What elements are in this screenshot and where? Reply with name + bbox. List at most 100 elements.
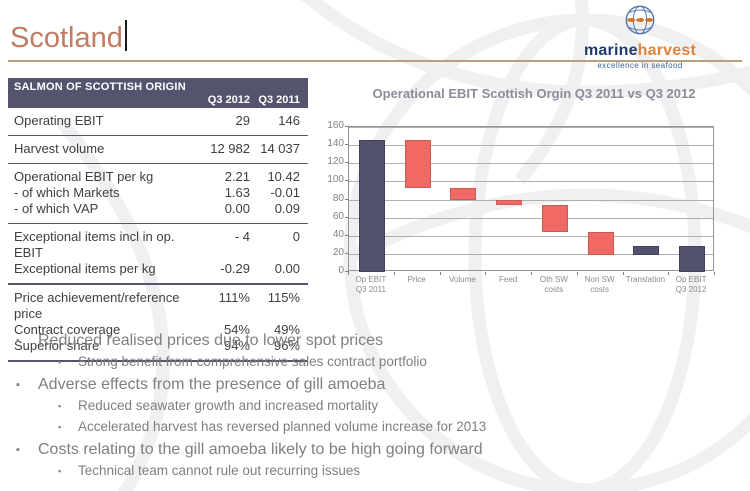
salmon-table: SALMON OF SCOTTISH ORIGIN Q3 2012 Q3 201… — [8, 78, 308, 362]
bullet-square-icon: ▪ — [16, 335, 20, 347]
x-axis-category-label: Op EBIT Q3 2012 — [675, 275, 707, 294]
sub-bullet-item: ▪ Accelerated harvest has reversed plann… — [56, 419, 608, 436]
sub-bullet-item: ▪ Strong benefit from comprehensive sale… — [56, 354, 608, 371]
title-divider — [8, 60, 742, 62]
row-label: Price achievement/reference price — [14, 290, 180, 321]
table-row: Operating EBIT 29 146 — [14, 113, 300, 129]
y-axis-tick-label: 20 — [332, 246, 344, 258]
bullet-square-icon: ▪ — [58, 357, 62, 367]
bullet-text: Reduced realised prices due to lower spo… — [38, 332, 384, 349]
row-value-2011: -0.01 — [270, 185, 300, 200]
x-axis-category-label: Price — [407, 275, 426, 284]
row-label: Operating EBIT — [14, 113, 104, 128]
bullet-text: Adverse effects from the presence of gil… — [38, 376, 386, 393]
x-axis-tick — [393, 272, 395, 275]
x-axis-tick — [668, 272, 670, 275]
sub-bullet-text: Accelerated harvest has reversed planned… — [78, 419, 487, 434]
y-axis-tick — [345, 216, 349, 218]
gridline — [349, 199, 713, 201]
x-axis-category-label: Oth SW costs — [539, 275, 568, 294]
y-axis-tick — [345, 234, 349, 236]
row-value-2011: 14 037 — [260, 141, 300, 156]
bullet-square-icon: ▪ — [16, 379, 20, 391]
bullet-square-icon: ▪ — [16, 444, 20, 456]
text-cursor — [124, 20, 127, 51]
row-value-2012: 0.00 — [224, 201, 250, 216]
table-row: Price achievement/reference price 111% 1… — [14, 290, 300, 322]
y-axis-tick-label: 0 — [338, 265, 344, 276]
row-label: - of which VAP — [14, 201, 99, 216]
gridline — [349, 127, 713, 128]
x-axis-tick — [576, 272, 578, 275]
y-axis-tick — [345, 162, 349, 164]
page-title[interactable]: Scotland — [10, 20, 127, 55]
table-row: Exceptional items incl in op. EBIT - 4 0 — [14, 229, 300, 261]
table-row: - of which Markets 1.63 -0.01 — [14, 185, 300, 201]
waterfall-bar-non-sw-costs — [587, 232, 614, 255]
row-label: Operational EBIT per kg — [14, 169, 154, 184]
gridline — [349, 181, 713, 183]
y-axis-tick-label: 60 — [332, 210, 344, 222]
brand-name: marineharvest — [575, 43, 705, 59]
row-value-2012: 2.21 — [224, 169, 250, 184]
bullet-item: ▪ Adverse effects from the presence of g… — [8, 375, 608, 395]
sub-bullet-text: Strong benefit from comprehensive sales … — [78, 354, 427, 369]
bullet-square-icon: ▪ — [58, 466, 62, 476]
brand-harvest: harvest — [637, 42, 696, 59]
page-title-text: Scotland — [10, 22, 123, 54]
waterfall-chart: Operational EBIT Scottish Orgin Q3 2011 … — [320, 76, 748, 324]
y-axis-tick-label: 80 — [332, 192, 344, 204]
waterfall-bar-translation — [633, 245, 660, 255]
row-label: Exceptional items per kg — [14, 261, 156, 276]
waterfall-bar-price — [404, 139, 431, 188]
x-axis-category-label: Feed — [499, 275, 518, 284]
gridline — [349, 235, 713, 237]
bullet-square-icon: ▪ — [58, 422, 62, 432]
row-value-2011: 115% — [267, 290, 300, 305]
column-header-q3-2012: Q3 2012 — [207, 94, 250, 106]
x-axis-tick — [439, 272, 441, 275]
x-axis-tick — [485, 272, 487, 275]
row-value-2011: 10.42 — [267, 169, 300, 184]
row-value-2012: 111% — [218, 290, 250, 305]
x-axis-tick — [714, 272, 715, 275]
table-row: Operational EBIT per kg 2.21 10.42 — [14, 169, 300, 185]
row-value-2011: 49% — [273, 322, 300, 337]
sub-bullet-item: ▪ Technical team cannot rule out recurri… — [56, 463, 608, 480]
table-group-volume: Harvest volume 12 982 14 037 — [8, 136, 308, 164]
column-header-q3-2011: Q3 2011 — [258, 94, 300, 106]
row-value-2012: 12 982 — [210, 141, 250, 156]
x-axis-category-label: Non SW costs — [584, 275, 615, 294]
sub-bullet-text: Technical team cannot rule out recurring… — [78, 463, 361, 478]
y-axis-tick-label: 100 — [327, 174, 344, 186]
chart-x-labels: Op EBIT Q3 2011 Price Volume Feed Oth SW cos… — [348, 275, 714, 295]
table-row: Exceptional items per kg -0.29 0.00 — [14, 261, 300, 277]
x-axis-tick — [348, 272, 349, 275]
y-axis-tick-label: 140 — [327, 138, 344, 150]
globe-icon — [625, 5, 655, 35]
row-label: - of which Markets — [14, 185, 120, 200]
chart-plot — [348, 126, 714, 272]
waterfall-bar-feed — [496, 199, 523, 205]
y-axis-tick — [345, 252, 349, 254]
table-group-ebit: Operating EBIT 29 146 — [8, 108, 308, 136]
bullet-list: ▪ Reduced realised prices due to lower s… — [8, 331, 608, 484]
bullet-text: Costs relating to the gill amoeba likely… — [38, 441, 483, 458]
row-value-2012: 29 — [235, 113, 250, 128]
waterfall-bar-op-ebit-q3-2011 — [358, 139, 385, 272]
y-axis-tick-label: 120 — [327, 156, 344, 168]
y-axis-tick-label: 160 — [327, 120, 344, 131]
y-axis-tick — [345, 126, 349, 127]
sub-bullet-item: ▪ Reduced seawater growth and increased … — [56, 398, 608, 415]
table-group-per-kg: Operational EBIT per kg 2.21 10.42 - of … — [8, 164, 308, 224]
table-row: - of which VAP 0.00 0.09 — [14, 201, 300, 217]
brand-marine: marine — [584, 42, 638, 59]
waterfall-bar-volume — [450, 187, 477, 200]
gridline — [349, 145, 713, 147]
brand-tagline: excellence in seafood — [597, 61, 683, 70]
table-title: SALMON OF SCOTTISH ORIGIN — [14, 81, 186, 93]
row-label: Exceptional items incl in op. EBIT — [14, 229, 175, 260]
y-axis-tick — [345, 180, 349, 182]
row-value-2012: 54% — [223, 322, 250, 337]
waterfall-bar-oth-sw-costs — [541, 204, 568, 233]
